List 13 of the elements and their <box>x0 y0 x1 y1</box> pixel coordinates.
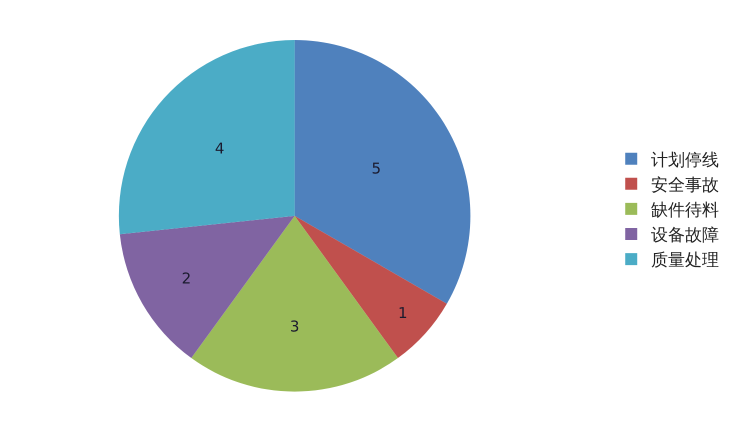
data-label: 3 <box>290 318 300 336</box>
legend-label: 质量处理 <box>651 250 720 271</box>
pie-slice <box>294 40 470 304</box>
pie-slice <box>118 40 295 234</box>
data-label: 5 <box>371 160 381 178</box>
data-label: 1 <box>398 304 408 322</box>
legend-label: 设备故障 <box>651 226 720 246</box>
data-label: 2 <box>182 269 192 288</box>
pie-slice <box>191 216 398 392</box>
legend-label: 安全事故 <box>651 175 720 196</box>
legend-label: 缺件待料 <box>651 200 720 221</box>
legend-label: 计划停线 <box>651 150 720 170</box>
data-label: 4 <box>214 139 224 158</box>
